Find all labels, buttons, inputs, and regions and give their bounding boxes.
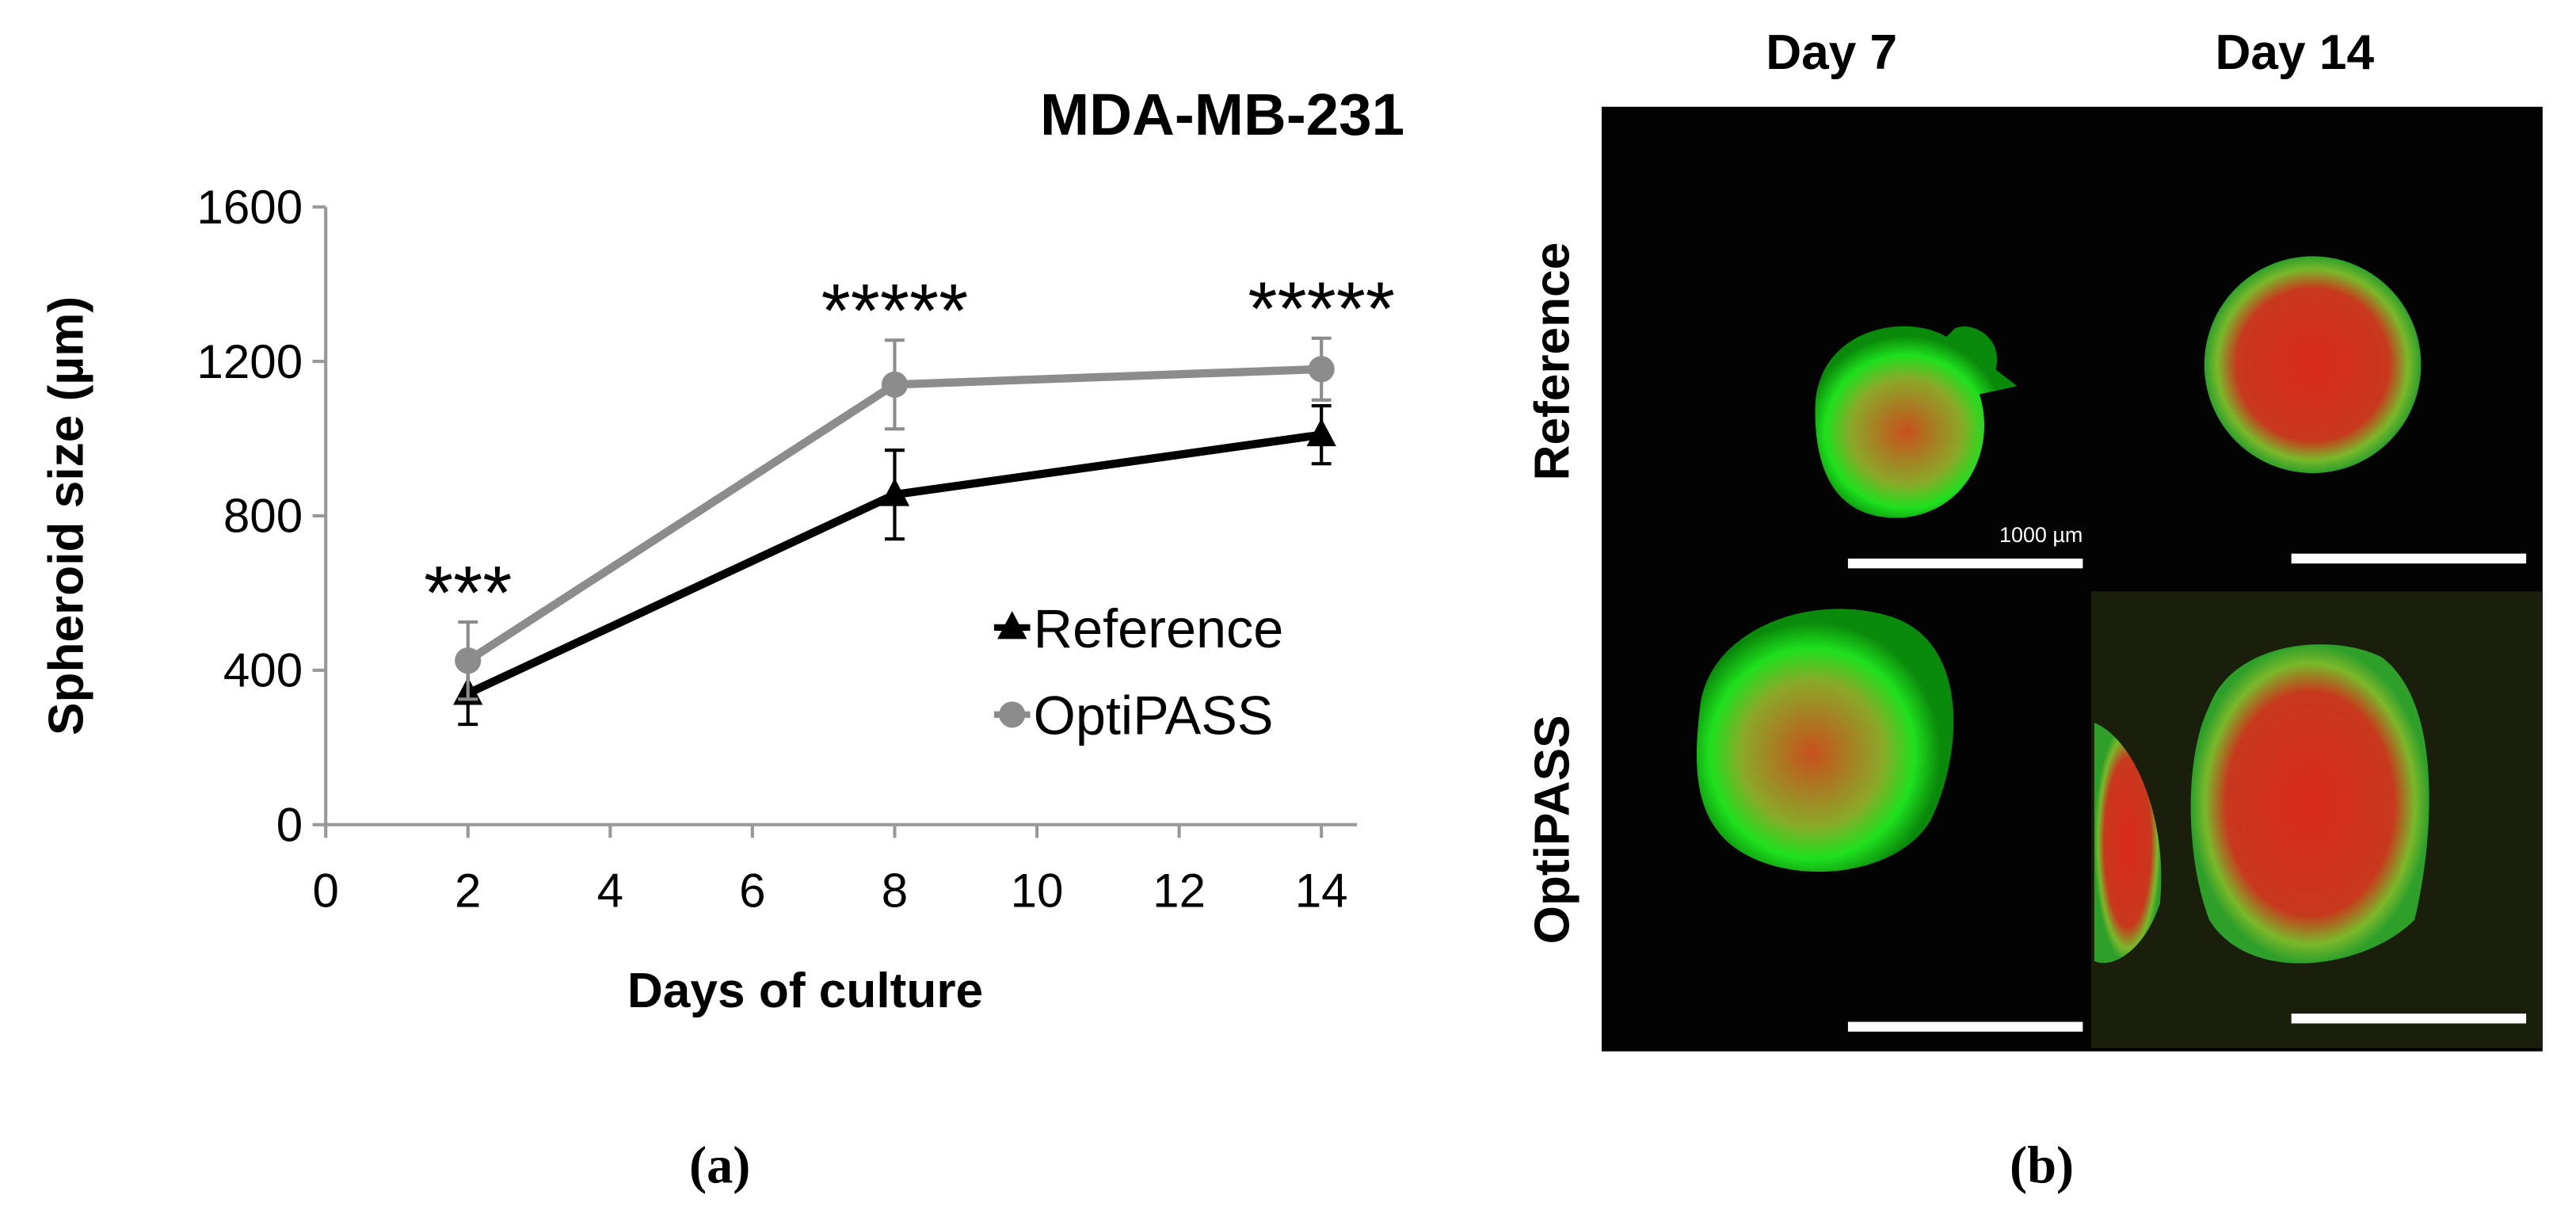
x-axis-label: Days of culture: [627, 964, 983, 1018]
annotation: *****: [821, 269, 969, 353]
y-tick-label: 800: [223, 490, 303, 543]
spheroid: [2094, 723, 2162, 964]
x-tick-label: 12: [1153, 864, 1206, 917]
row-label: OptiPASS: [1525, 715, 1580, 944]
panel-label: (b): [2010, 1137, 2074, 1195]
annotation: ***: [424, 552, 512, 636]
x-tick-label: 6: [739, 864, 765, 917]
column-label: Day 7: [1766, 25, 1897, 80]
chart-title: MDA-MB-231: [1040, 81, 1404, 147]
marker: [879, 478, 910, 506]
row-label: Reference: [1525, 242, 1580, 481]
x-tick-label: 0: [312, 864, 338, 917]
annotation: *****: [1248, 268, 1395, 352]
spheroid: [1696, 609, 1954, 872]
legend-label: Reference: [1034, 599, 1284, 659]
spheroid: [1815, 326, 2018, 518]
micrographs: 1000 µm: [1601, 106, 2543, 1052]
legend-marker: [999, 701, 1026, 728]
y-tick-label: 0: [276, 798, 303, 851]
y-tick-label: 400: [223, 644, 303, 697]
scale-label: 1000 µm: [1999, 523, 2083, 547]
y-axis-label: Spheroid size (µm): [39, 296, 93, 735]
legend-label: OptiPASS: [1034, 686, 1274, 746]
x-tick-label: 8: [882, 864, 908, 917]
column-label: Day 14: [2216, 25, 2375, 80]
marker: [1306, 418, 1336, 447]
marker: [1308, 356, 1335, 383]
spheroid: [2204, 256, 2422, 474]
y-tick-label: 1600: [196, 181, 303, 234]
panel-label: (a): [689, 1137, 750, 1195]
y-tick-label: 1200: [196, 335, 303, 388]
x-tick-label: 4: [597, 864, 623, 917]
legend-marker: [997, 611, 1027, 639]
x-tick-label: 14: [1295, 864, 1348, 917]
x-tick-label: 10: [1011, 864, 1064, 917]
marker: [455, 647, 482, 674]
x-tick-label: 2: [455, 864, 481, 917]
marker: [881, 371, 909, 398]
spheroid: [2190, 644, 2429, 964]
